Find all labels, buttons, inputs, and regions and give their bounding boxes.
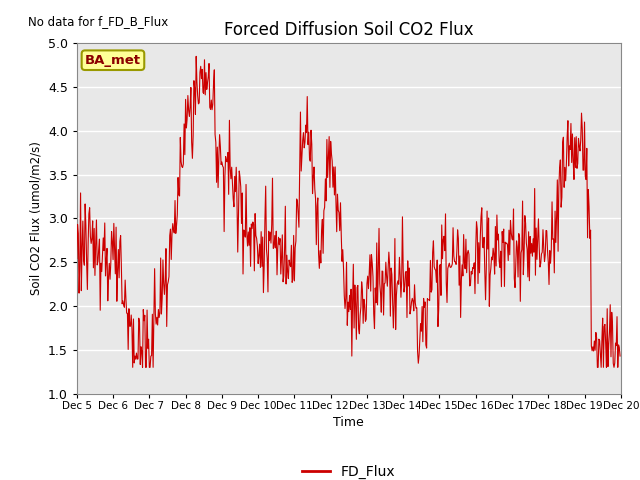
Y-axis label: Soil CO2 Flux (umol/m2/s): Soil CO2 Flux (umol/m2/s) [29, 142, 42, 295]
Title: Forced Diffusion Soil CO2 Flux: Forced Diffusion Soil CO2 Flux [224, 21, 474, 39]
X-axis label: Time: Time [333, 416, 364, 429]
Text: No data for f_FD_B_Flux: No data for f_FD_B_Flux [28, 15, 168, 28]
Legend: FD_Flux: FD_Flux [296, 459, 401, 480]
Text: BA_met: BA_met [85, 54, 141, 67]
